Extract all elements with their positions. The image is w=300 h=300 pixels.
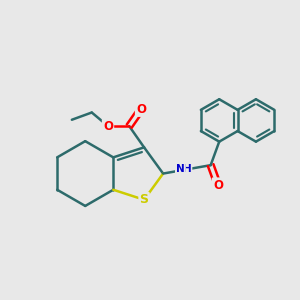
Text: O: O xyxy=(103,120,113,133)
Text: S: S xyxy=(140,193,148,206)
Text: O: O xyxy=(213,178,223,192)
Text: O: O xyxy=(136,103,146,116)
Text: N: N xyxy=(176,164,185,174)
Text: H: H xyxy=(182,164,191,174)
